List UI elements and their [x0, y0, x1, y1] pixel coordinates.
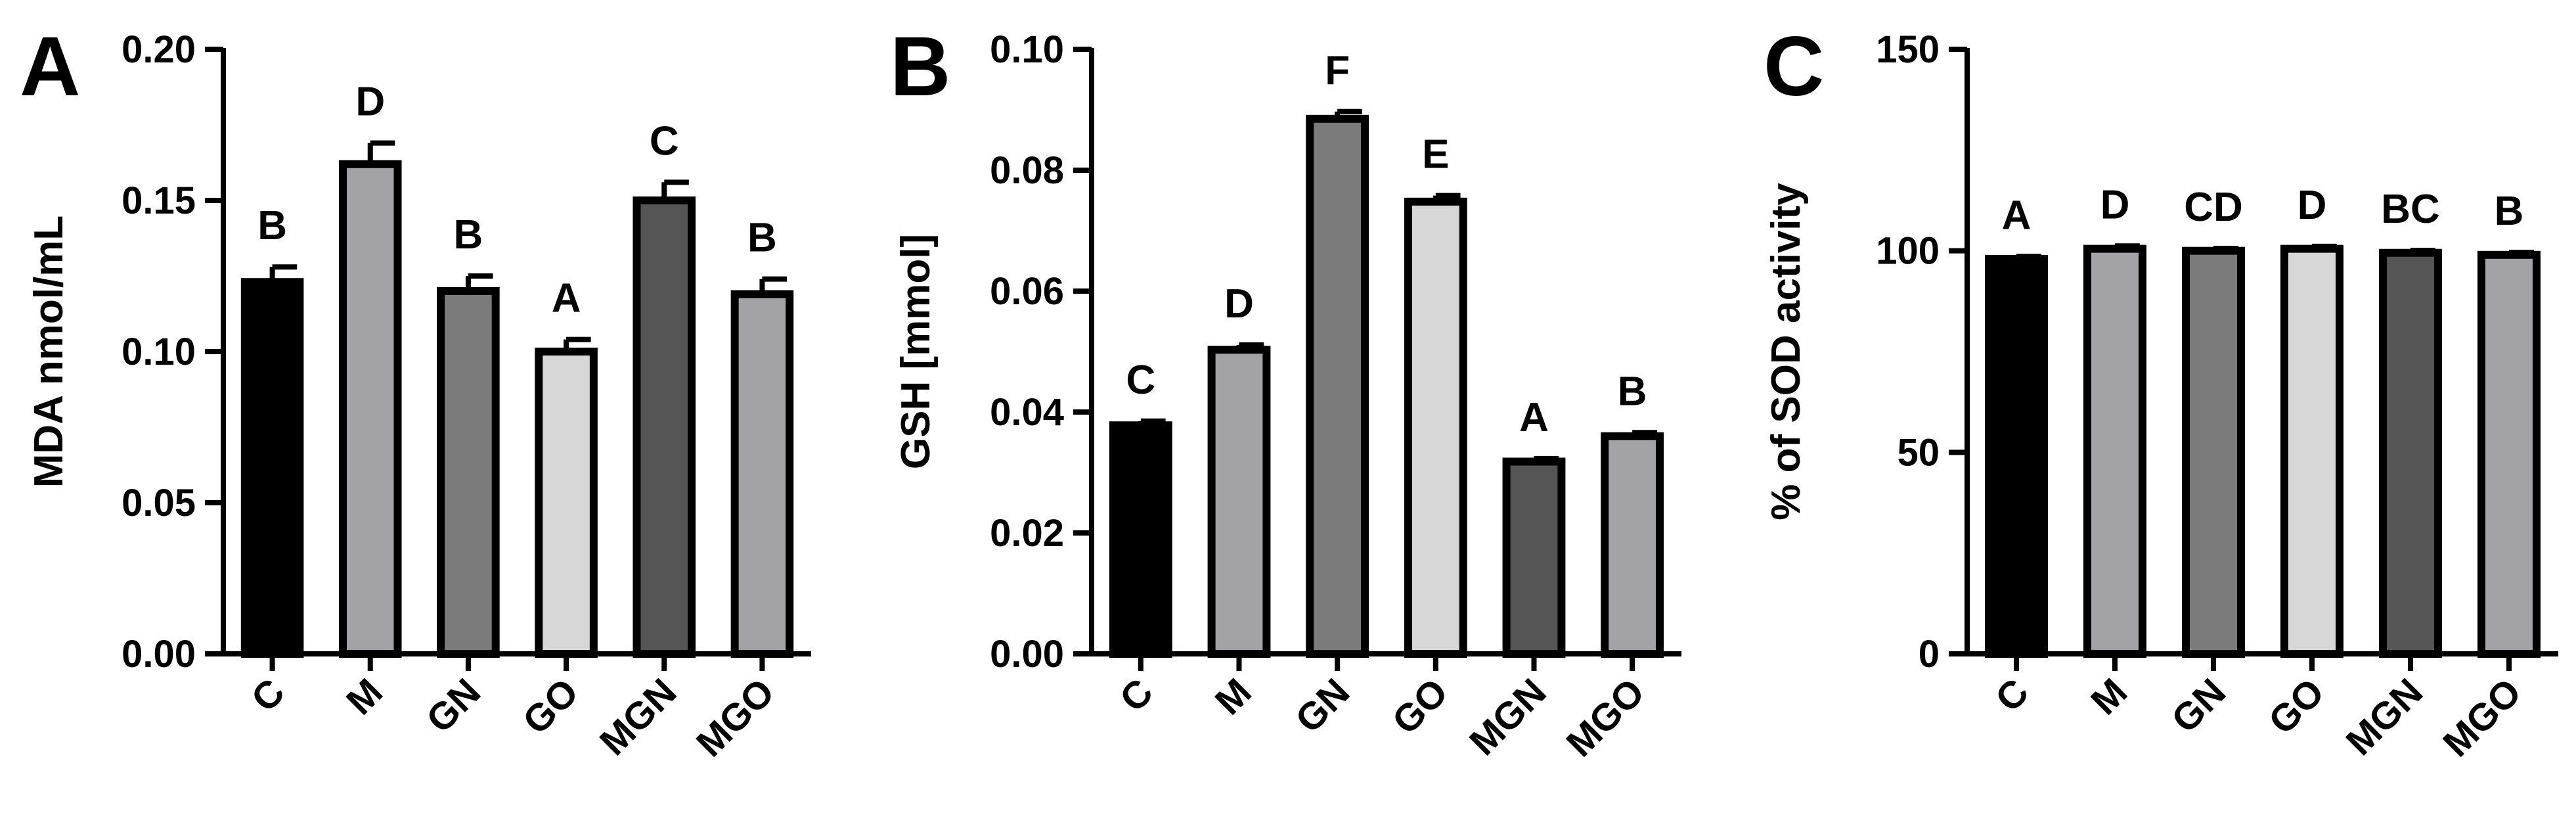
significance-letter: B — [257, 203, 287, 248]
significance-letter: C — [1126, 357, 1155, 403]
x-tick-label: MGN — [592, 670, 685, 764]
significance-letter: A — [2002, 193, 2032, 238]
y-tick-label: 0.06 — [990, 270, 1064, 313]
bar — [1502, 457, 1566, 658]
y-tick-label: 0.02 — [990, 512, 1064, 555]
y-tick-label: 150 — [1876, 28, 1940, 71]
y-tick-label: 0.04 — [990, 391, 1064, 434]
bar — [2280, 244, 2343, 658]
significance-letter: E — [1422, 132, 1449, 177]
significance-letter: D — [2298, 183, 2327, 228]
bar — [2477, 250, 2541, 658]
panel-label: B — [890, 20, 950, 114]
bar — [1109, 421, 1172, 658]
x-tick-label: MGN — [2338, 670, 2432, 764]
y-axis-label: GSH [mmol] — [893, 234, 939, 469]
y-tick-label: 100 — [1876, 230, 1940, 273]
significance-letter: CD — [2184, 185, 2243, 230]
significance-letter: B — [1618, 369, 1647, 414]
bar — [730, 290, 794, 658]
x-tick-label: MGO — [688, 670, 783, 765]
x-tick-label: GN — [1287, 670, 1358, 741]
y-tick-label: 0.15 — [122, 179, 196, 222]
significance-letter: D — [2100, 182, 2130, 227]
significance-letter: D — [355, 80, 385, 125]
bar — [1306, 114, 1369, 658]
bar — [338, 160, 402, 658]
panel-a: A 0.00 0.05 0.10 0.15 0.20 MDA nmol/mL B C D M B GN A… — [20, 20, 811, 765]
bar — [240, 278, 304, 658]
x-tick-label: GN — [418, 670, 489, 741]
y-tick-label: 0.10 — [990, 28, 1064, 71]
x-tick-label: MGN — [1461, 670, 1555, 764]
y-axis-label: MDA nmol/mL — [26, 216, 72, 488]
x-tick-label: M — [1207, 670, 1260, 723]
significance-letter: D — [1224, 281, 1254, 327]
bar — [437, 287, 500, 658]
bar — [1207, 346, 1271, 658]
x-tick-label: M — [338, 670, 391, 723]
y-tick-label: 0.00 — [990, 633, 1064, 676]
y-tick-label: 50 — [1897, 431, 1940, 474]
significance-letter: C — [650, 118, 679, 164]
significance-letter: F — [1325, 48, 1350, 93]
panel-b: B 0.00 0.02 0.04 0.06 0.08 0.10 GSH [mmol] C C D M F… — [890, 20, 1681, 765]
bar — [633, 196, 696, 658]
panel-label: A — [20, 20, 80, 114]
x-tick-label: M — [2083, 670, 2135, 723]
x-tick-label: C — [243, 670, 293, 720]
y-tick-label: 0.10 — [122, 331, 196, 373]
panel-label: C — [1764, 20, 1824, 114]
bar — [2083, 244, 2146, 658]
x-tick-label: C — [1111, 670, 1161, 720]
bar — [1601, 432, 1664, 658]
x-tick-label: GO — [515, 670, 587, 743]
significance-letter: B — [454, 212, 483, 258]
x-tick-label: C — [1988, 670, 2037, 720]
y-tick-label: 0.00 — [122, 633, 196, 676]
bar — [1985, 254, 2048, 658]
y-axis-label: % of SOD activity — [1764, 183, 1809, 520]
significance-letter: A — [552, 276, 581, 321]
x-tick-label: GN — [2164, 670, 2234, 741]
significance-letter: BC — [2381, 187, 2440, 232]
bar — [1404, 197, 1467, 658]
x-tick-label: GO — [2260, 670, 2332, 743]
significance-letter: B — [747, 216, 777, 261]
x-tick-label: GO — [1384, 670, 1456, 743]
y-tick-label: 0.05 — [122, 482, 196, 524]
bar — [2379, 248, 2442, 658]
bar — [535, 348, 598, 658]
significance-letter: B — [2495, 189, 2524, 234]
x-tick-label: MGO — [1558, 670, 1653, 765]
bar — [2182, 246, 2245, 658]
y-tick-label: 0 — [1919, 633, 1940, 676]
y-tick-label: 0.08 — [990, 149, 1064, 192]
x-tick-label: MGO — [2435, 670, 2529, 765]
significance-letter: A — [1519, 395, 1549, 440]
y-tick-label: 0.20 — [122, 28, 196, 71]
